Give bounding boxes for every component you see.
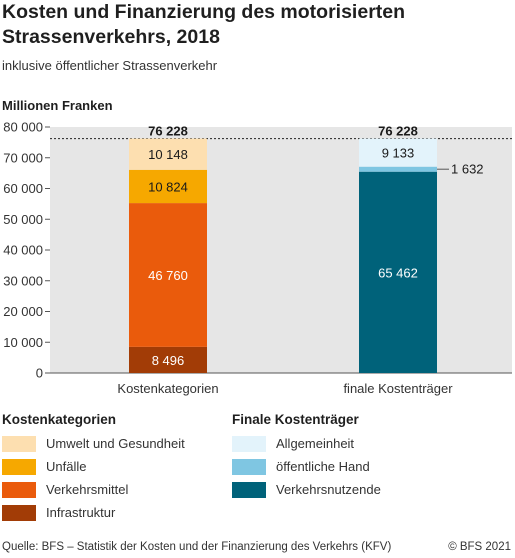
legend-swatch	[232, 458, 266, 475]
legend-item: Verkehrsmittel	[2, 478, 185, 501]
legend-swatch	[2, 481, 36, 498]
legend-item: Verkehrsnutzende	[232, 478, 381, 501]
y-tick-label: 70 000	[3, 150, 43, 165]
total-label: 76 228	[378, 124, 418, 139]
y-tick-label: 20 000	[3, 304, 43, 319]
data-label-infrastruktur: 8 496	[152, 353, 185, 368]
bar-segment-verkehrsnutzende	[359, 171, 437, 373]
data-label-unfälle: 10 824	[148, 179, 188, 194]
source-note: Quelle: BFS – Statistik der Kosten und d…	[2, 541, 392, 553]
legend-kostenkategorien: Kostenkategorien Umwelt und Gesundheit Un…	[2, 412, 185, 524]
data-label-umwelt-und-gesundheit: 10 148	[148, 147, 188, 162]
legend-swatch	[2, 435, 36, 452]
bar-segment-umwelt-und-gesundheit	[129, 138, 207, 170]
legend-label: Umwelt und Gesundheit	[46, 436, 185, 451]
chart-subtitle: inklusive öffentlicher Strassenverkehr	[2, 58, 218, 73]
legend-item: öffentliche Hand	[232, 455, 381, 478]
bar-segment-öffentliche-hand	[359, 166, 437, 172]
legend-swatch	[232, 481, 266, 498]
copyright-note: © BFS 2021	[448, 541, 511, 553]
x-category-label: Kostenkategorien	[117, 381, 218, 396]
legend-label: Infrastruktur	[46, 505, 116, 520]
legend-finale-kostentraeger: Finale Kostenträger Allgemeinheit öffentl…	[232, 412, 381, 501]
legend-swatch	[232, 435, 266, 452]
legend-label: Allgemeinheit	[276, 436, 355, 451]
legend-item: Umwelt und Gesundheit	[2, 432, 185, 455]
y-tick-label: 60 000	[3, 181, 43, 196]
y-tick-label: 0	[36, 366, 43, 381]
data-label-öffentliche-hand: 1 632	[451, 162, 484, 177]
legend-label: Verkehrsnutzende	[276, 482, 381, 497]
legend-title-finale-kostentraeger: Finale Kostenträger	[232, 412, 359, 427]
x-category-label: finale Kostenträger	[343, 381, 453, 396]
legend-label: Unfälle	[46, 459, 87, 474]
legend-swatch	[2, 504, 36, 521]
stacked-bar-chart: 0 10 000 20 000 30 000 40 000 50 000 60 000 70 …	[3, 120, 512, 396]
y-tick-label: 40 000	[3, 243, 43, 258]
y-axis-unit-label: Millionen Franken	[2, 98, 113, 113]
plot-area	[50, 127, 512, 373]
data-label-allgemeinheit: 9 133	[382, 146, 415, 161]
bar-segment-allgemeinheit	[359, 138, 437, 167]
bar-segment-verkehrsmittel	[129, 203, 207, 347]
legend-item: Allgemeinheit	[232, 432, 381, 455]
bar-segment-infrastruktur	[129, 346, 207, 373]
y-tick-label: 30 000	[3, 273, 43, 288]
legend-title-kostenkategorien: Kostenkategorien	[2, 412, 117, 427]
y-tick-label: 50 000	[3, 212, 43, 227]
y-tick-label: 10 000	[3, 335, 43, 350]
legend-label: Verkehrsmittel	[46, 482, 129, 497]
legend-label: öffentliche Hand	[276, 459, 370, 474]
data-label-verkehrsmittel: 46 760	[148, 268, 188, 283]
y-tick-label: 80 000	[3, 120, 43, 135]
legend-swatch	[2, 458, 36, 475]
legend-item: Unfälle	[2, 455, 185, 478]
bar-segment-unfälle	[129, 169, 207, 204]
legend-item: Infrastruktur	[2, 501, 185, 524]
chart-title: Kosten und Finanzierung des motorisierte…	[2, 1, 406, 48]
data-label-verkehrsnutzende: 65 462	[378, 265, 418, 280]
total-label: 76 228	[148, 124, 188, 139]
